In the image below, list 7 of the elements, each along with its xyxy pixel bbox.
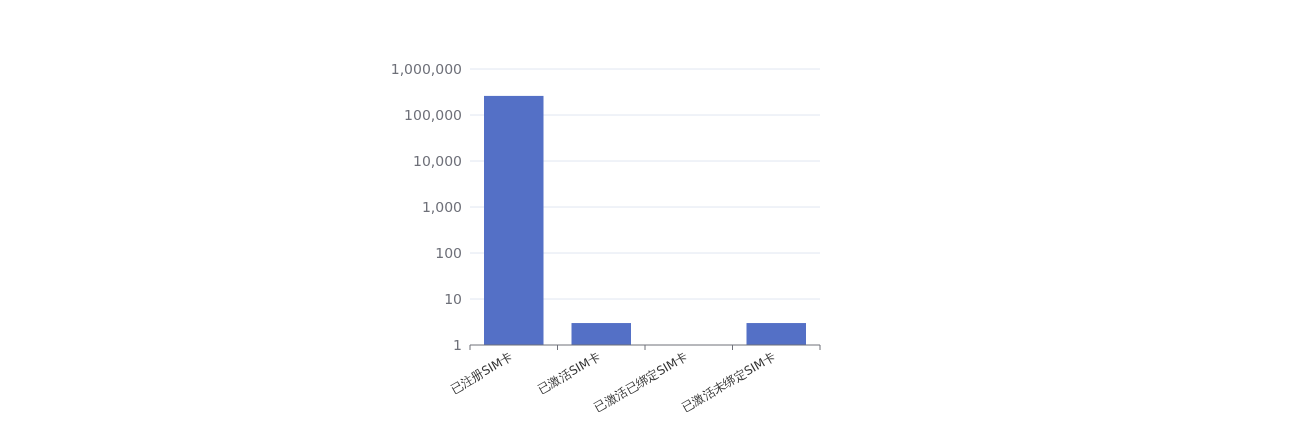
x-tick-label: 已激活SIM卡	[535, 349, 603, 397]
y-tick-label: 10,000	[413, 153, 462, 169]
y-tick-label: 1,000	[421, 199, 462, 215]
y-tick-label: 1,000,000	[390, 61, 462, 77]
y-tick-label: 100	[435, 245, 462, 261]
y-tick-label: 100,000	[404, 107, 462, 123]
y-tick-label: 10	[444, 291, 462, 307]
